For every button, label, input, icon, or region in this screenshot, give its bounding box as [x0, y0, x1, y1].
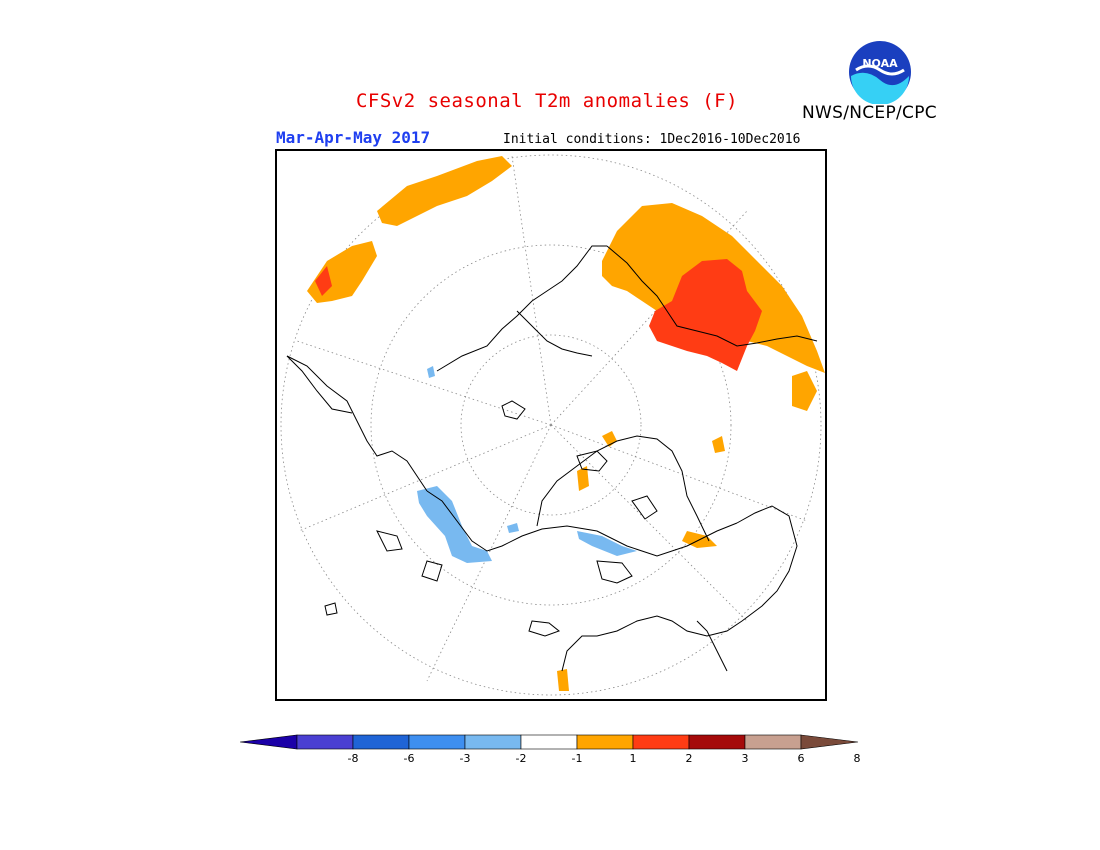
coastlines	[286, 245, 818, 672]
colorbar-segments	[240, 734, 859, 750]
anomaly-misc-blue	[507, 523, 519, 533]
anomaly-greenland-blue	[577, 531, 637, 556]
graticule	[280, 154, 822, 696]
noaa-logo: NOAA	[849, 41, 911, 104]
colorbar-tick-label: 6	[797, 752, 805, 765]
colorbar-tick-label: 3	[741, 752, 749, 765]
colorbar-tick-label: -3	[459, 752, 471, 765]
negative-anomaly-regions	[417, 366, 637, 563]
colorbar-segment	[352, 734, 410, 750]
anomaly-alaska-orange	[377, 156, 512, 226]
colorbar-tick-label: 8	[853, 752, 861, 765]
anomaly-pacific-orange	[307, 241, 377, 303]
map-title: CFSv2 seasonal T2m anomalies (F)	[355, 90, 739, 112]
anomaly-bering-blue	[427, 366, 435, 378]
colorbar-tick-label: -6	[403, 752, 415, 765]
colorbar-min-arrow	[240, 734, 298, 750]
polar-map	[275, 149, 827, 701]
anomaly-mexico-orange	[557, 669, 569, 691]
colorbar-tick-label: 2	[685, 752, 693, 765]
colorbar-segment	[632, 734, 690, 750]
colorbar-segment	[576, 734, 634, 750]
noaa-logo-text: NOAA	[862, 57, 898, 70]
colorbar-max-arrow	[800, 734, 859, 750]
positive-anomaly-regions	[307, 156, 825, 691]
anomaly-canada-blue	[417, 486, 492, 563]
anomaly-pacific-red	[315, 266, 332, 296]
colorbar-tick-label: -1	[571, 752, 583, 765]
colorbar-segment	[520, 734, 578, 750]
colorbar-segment	[688, 734, 746, 750]
anomaly-scandinavia-orange	[792, 371, 817, 411]
season-label: Mar-Apr-May 2017	[276, 128, 431, 147]
colorbar-segment	[408, 734, 466, 750]
agency-label: NWS/NCEP/CPC	[802, 103, 937, 123]
initial-conditions-label: Initial conditions: 1Dec2016-10Dec2016	[503, 132, 801, 147]
anomaly-europe-orange	[712, 436, 725, 453]
anomaly-siberia-red	[649, 259, 762, 371]
colorbar-tick-label: 1	[629, 752, 637, 765]
colorbar	[240, 734, 859, 750]
colorbar-tick-label: -8	[347, 752, 359, 765]
colorbar-segment	[296, 734, 354, 750]
colorbar-tick-label: -2	[515, 752, 527, 765]
polar-map-svg	[280, 154, 825, 696]
colorbar-segment	[744, 734, 802, 750]
anomaly-arctic-orange-2	[577, 466, 589, 491]
colorbar-segment	[464, 734, 522, 750]
